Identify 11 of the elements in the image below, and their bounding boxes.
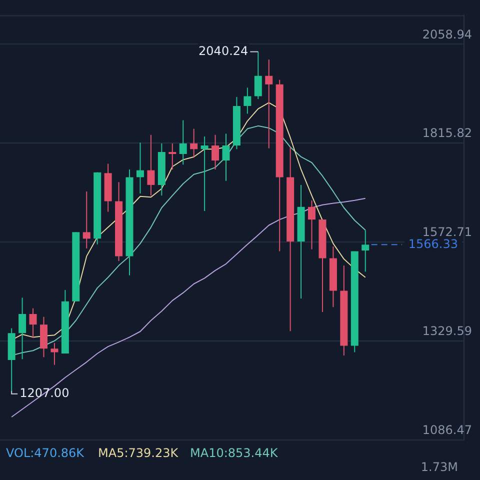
y-tick-label: 2058.94 — [422, 27, 472, 42]
text: MA5:739.23K — [98, 446, 180, 460]
ref-line-label: 1566.33 — [408, 236, 458, 251]
text: VOL:470.86K — [6, 446, 86, 460]
annotation: 2040.24 — [198, 44, 248, 58]
y-tick-label: 1086.47 — [422, 423, 472, 438]
y-tick-label: 1572.71 — [422, 225, 472, 240]
y-tick-label: 1329.59 — [422, 324, 472, 338]
y-tick-label: 1815.82 — [422, 126, 472, 140]
text: 1.73M — [420, 460, 458, 474]
text: MA10:853.44K — [190, 446, 279, 460]
